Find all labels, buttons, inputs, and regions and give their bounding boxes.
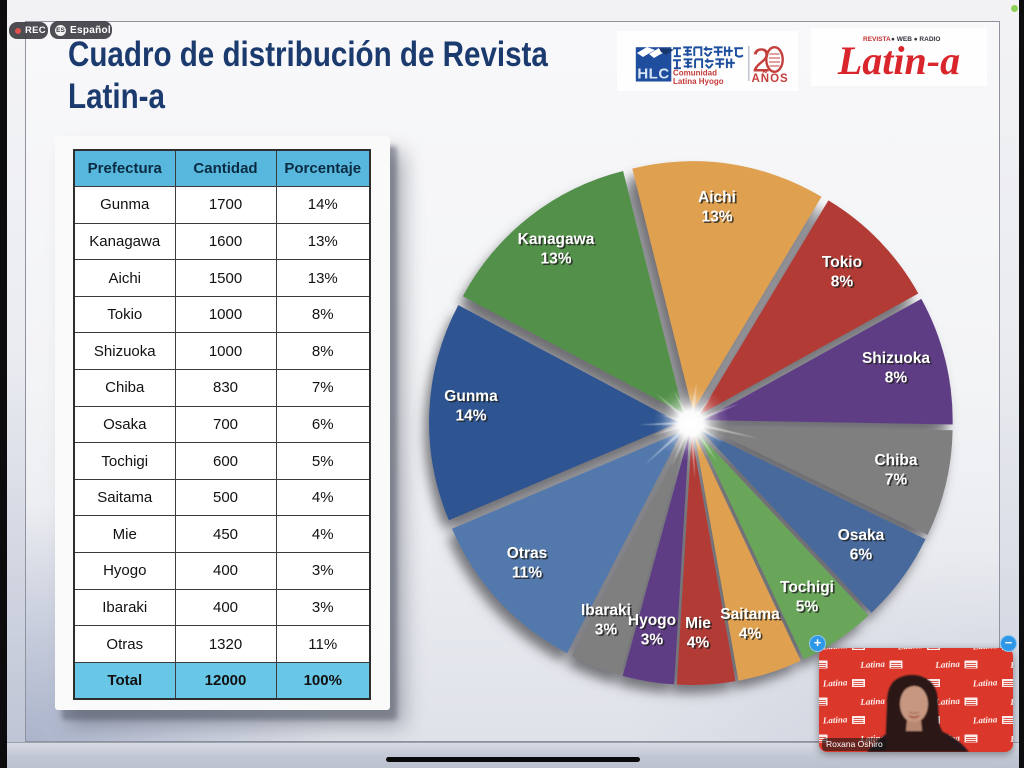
svg-text:7%: 7% (886, 473, 909, 490)
svg-text:4%: 4% (740, 627, 763, 644)
svg-text:5%: 5% (797, 600, 820, 617)
svg-text:3%: 3% (642, 633, 665, 650)
svg-text:Comunidad: Comunidad (673, 69, 717, 78)
svg-text:Gunma: Gunma (446, 390, 500, 407)
svg-text:5%: 5% (796, 599, 819, 616)
svg-text:2: 2 (752, 42, 770, 79)
svg-text:Osaka: Osaka (839, 529, 886, 546)
svg-text:4%: 4% (688, 636, 711, 653)
svg-text:13%: 13% (701, 209, 732, 226)
svg-text:Hyogo: Hyogo (630, 614, 678, 631)
svg-text:Saitama: Saitama (722, 608, 782, 625)
svg-text:13%: 13% (703, 210, 734, 227)
svg-text:● WEB ● RADIO: ● WEB ● RADIO (891, 36, 940, 43)
svg-text:AÑOS: AÑOS (752, 72, 789, 85)
svg-text:7%: 7% (885, 472, 908, 489)
svg-text:HLC: HLC (637, 66, 669, 83)
svg-text:Kanagawa: Kanagawa (519, 233, 596, 250)
svg-text:14%: 14% (455, 408, 486, 425)
svg-text:8%: 8% (831, 274, 854, 291)
svg-text:Hyogo: Hyogo (628, 612, 676, 629)
svg-text:8%: 8% (832, 275, 855, 292)
svg-text:11%: 11% (512, 565, 542, 582)
svg-text:6%: 6% (850, 547, 873, 564)
svg-text:Latin-a: Latin-a (837, 38, 960, 83)
svg-text:14%: 14% (457, 409, 488, 426)
svg-text:8%: 8% (886, 371, 909, 388)
svg-text:3%: 3% (641, 632, 664, 649)
svg-text:4%: 4% (739, 626, 762, 643)
svg-text:Aichi: Aichi (700, 191, 738, 208)
svg-text:Ibaraki: Ibaraki (583, 604, 633, 621)
svg-text:Latina Hyogo: Latina Hyogo (673, 77, 724, 86)
svg-text:Gunma: Gunma (444, 388, 498, 405)
svg-text:Chiba: Chiba (874, 452, 917, 469)
svg-text:Osaka: Osaka (838, 527, 885, 544)
svg-text:6%: 6% (851, 548, 874, 565)
svg-text:Mie: Mie (687, 617, 713, 634)
svg-text:4%: 4% (687, 635, 710, 652)
svg-text:Mie: Mie (685, 615, 711, 632)
svg-text:Shizuoka: Shizuoka (862, 350, 930, 367)
svg-text:Tokio: Tokio (824, 256, 864, 273)
svg-text:3%: 3% (595, 622, 618, 639)
svg-text:3%: 3% (596, 623, 619, 640)
svg-text:Tochigi: Tochigi (780, 579, 834, 596)
svg-text:Aichi: Aichi (698, 189, 736, 206)
svg-text:Otras: Otras (507, 545, 548, 562)
svg-text:Chiba: Chiba (876, 454, 919, 471)
svg-text:Kanagawa: Kanagawa (518, 231, 595, 248)
svg-text:Otras: Otras (508, 547, 549, 564)
svg-text:Tokio: Tokio (822, 254, 862, 271)
svg-text:REVISTA: REVISTA (863, 36, 891, 43)
svg-text:13%: 13% (540, 251, 571, 268)
svg-text:Saitama: Saitama (720, 606, 780, 623)
svg-text:13%: 13% (542, 252, 573, 269)
svg-text:Ibaraki: Ibaraki (581, 602, 631, 619)
svg-text:Tochigi: Tochigi (782, 581, 836, 598)
svg-text:11%: 11% (514, 566, 544, 583)
svg-text:8%: 8% (885, 370, 908, 387)
svg-text:Shizuoka: Shizuoka (864, 352, 932, 369)
